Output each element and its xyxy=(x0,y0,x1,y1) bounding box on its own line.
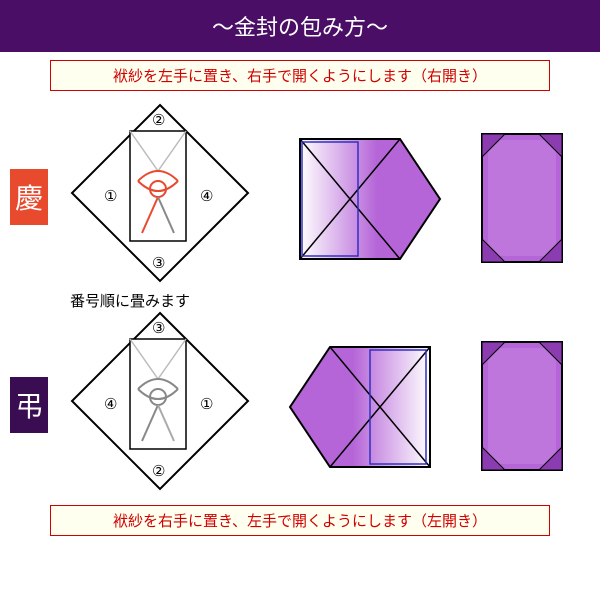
svg-text:③: ③ xyxy=(152,320,165,337)
cho-step2 xyxy=(280,332,450,482)
row-kei: 慶 ① ② ③ ④ xyxy=(0,99,600,289)
svg-text:④: ④ xyxy=(200,188,213,205)
kei-step2 xyxy=(280,124,450,274)
svg-text:③: ③ xyxy=(152,255,165,272)
cho-step1: ① ② ③ ④ xyxy=(60,301,260,501)
svg-text:②: ② xyxy=(152,112,165,129)
banner-top: 袱紗を左手に置き、右手で開くようにします（右開き） xyxy=(50,60,550,91)
badge-cho: 弔 xyxy=(10,377,48,433)
banner-bottom: 袱紗を右手に置き、左手で開くようにします（左開き） xyxy=(50,505,550,536)
page-title: ～金封の包み方～ xyxy=(0,0,600,52)
svg-text:④: ④ xyxy=(104,396,117,413)
svg-text:②: ② xyxy=(152,463,165,480)
svg-text:①: ① xyxy=(104,188,117,205)
kei-step1: ① ② ③ ④ xyxy=(60,93,260,293)
kei-step3 xyxy=(470,124,580,274)
badge-kei: 慶 xyxy=(10,169,48,225)
svg-text:①: ① xyxy=(200,396,213,413)
cho-step3 xyxy=(470,332,580,482)
row-cho: 弔 ① ② ③ ④ xyxy=(0,307,600,497)
